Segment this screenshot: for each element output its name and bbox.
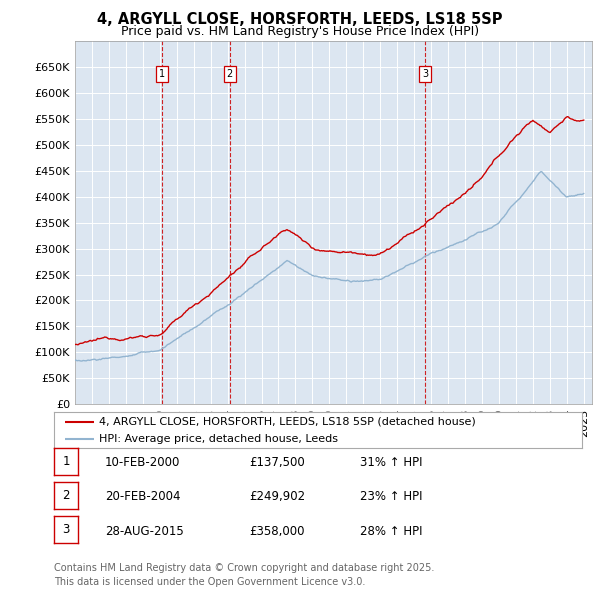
Text: 23% ↑ HPI: 23% ↑ HPI	[360, 490, 422, 503]
Text: 28% ↑ HPI: 28% ↑ HPI	[360, 525, 422, 537]
Text: 20-FEB-2004: 20-FEB-2004	[105, 490, 181, 503]
Text: 4, ARGYLL CLOSE, HORSFORTH, LEEDS, LS18 5SP: 4, ARGYLL CLOSE, HORSFORTH, LEEDS, LS18 …	[97, 12, 503, 27]
Text: Contains HM Land Registry data © Crown copyright and database right 2025.
This d: Contains HM Land Registry data © Crown c…	[54, 563, 434, 587]
Text: 1: 1	[158, 69, 165, 79]
Text: 10-FEB-2000: 10-FEB-2000	[105, 456, 181, 469]
Text: 1: 1	[62, 455, 70, 468]
Text: 3: 3	[422, 69, 428, 79]
Text: £137,500: £137,500	[249, 456, 305, 469]
Text: 4, ARGYLL CLOSE, HORSFORTH, LEEDS, LS18 5SP (detached house): 4, ARGYLL CLOSE, HORSFORTH, LEEDS, LS18 …	[99, 417, 476, 427]
Text: 3: 3	[62, 523, 70, 536]
Text: 2: 2	[62, 489, 70, 502]
Text: 2: 2	[227, 69, 233, 79]
Text: £249,902: £249,902	[249, 490, 305, 503]
Text: HPI: Average price, detached house, Leeds: HPI: Average price, detached house, Leed…	[99, 434, 338, 444]
Text: Price paid vs. HM Land Registry's House Price Index (HPI): Price paid vs. HM Land Registry's House …	[121, 25, 479, 38]
Text: 31% ↑ HPI: 31% ↑ HPI	[360, 456, 422, 469]
Text: £358,000: £358,000	[249, 525, 305, 537]
Text: 28-AUG-2015: 28-AUG-2015	[105, 525, 184, 537]
